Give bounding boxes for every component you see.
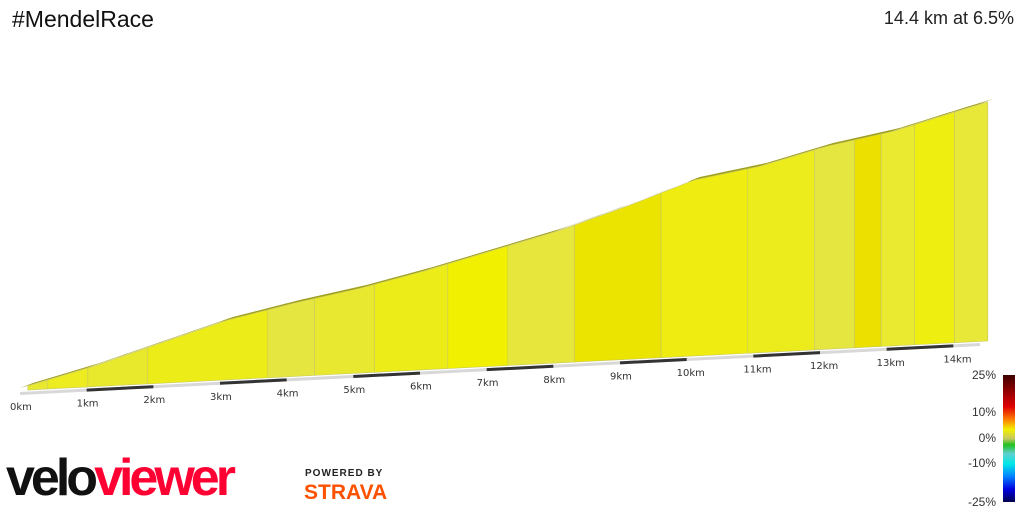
- gradient-segment: [47, 367, 89, 390]
- legend-label: -25%: [967, 495, 996, 509]
- x-tick-label: 13km: [877, 358, 905, 369]
- gradient-segment: [267, 298, 315, 379]
- legend-label: -10%: [967, 456, 996, 470]
- x-tick-label: 9km: [610, 371, 632, 382]
- x-tick-label: 8km: [543, 375, 565, 386]
- legend-label: 0%: [978, 431, 996, 445]
- x-tick-label: 11km: [743, 365, 771, 376]
- route-summary: 14.4 km at 6.5%: [883, 8, 1014, 28]
- gradient-segment: [954, 101, 989, 344]
- gradient-segment: [87, 347, 149, 388]
- x-tick-label: 1km: [77, 399, 99, 410]
- gradient-segment: [880, 124, 915, 347]
- gradient-segment: [574, 192, 662, 363]
- veloviewer-logo: veloviewer: [6, 449, 236, 507]
- km-band: [753, 351, 821, 358]
- km-band: [619, 357, 687, 365]
- gradient-legend-bar: [1003, 375, 1015, 502]
- gradient-segment: [374, 263, 449, 373]
- gradient-segment: [447, 245, 509, 369]
- x-tick-label: 7km: [477, 378, 499, 389]
- legend-label: 10%: [971, 405, 996, 419]
- km-band: [86, 385, 154, 392]
- km-band: [353, 371, 421, 378]
- x-tick-label: 14km: [943, 354, 971, 365]
- x-tick-label: 0km: [10, 402, 32, 413]
- powered-by-label: POWERED BY: [305, 468, 384, 479]
- x-tick-label: 5km: [343, 385, 365, 396]
- km-band: [219, 378, 287, 385]
- x-tick-label: 6km: [410, 382, 432, 393]
- x-tick-label: 12km: [810, 361, 838, 372]
- gradient-segment: [914, 111, 955, 346]
- page-title: #MendelRace: [12, 6, 154, 32]
- gradient-segment: [27, 379, 49, 391]
- legend-label: 25%: [971, 368, 996, 382]
- x-tick-label: 4km: [277, 388, 299, 399]
- gradient-segment: [814, 139, 855, 351]
- x-tick-label: 3km: [210, 392, 232, 403]
- gradient-segment: [854, 133, 882, 349]
- gradient-segment: [507, 224, 575, 366]
- x-tick-label: 2km: [143, 395, 165, 406]
- gradient-segment: [660, 168, 749, 358]
- gradient-segment: [147, 309, 269, 385]
- gradient-segment: [314, 284, 375, 376]
- km-band: [886, 344, 954, 351]
- gradient-segment: [747, 149, 815, 354]
- km-band: [486, 364, 554, 372]
- x-tick-label: 10km: [677, 368, 705, 379]
- strava-logo: STRAVA: [304, 481, 388, 504]
